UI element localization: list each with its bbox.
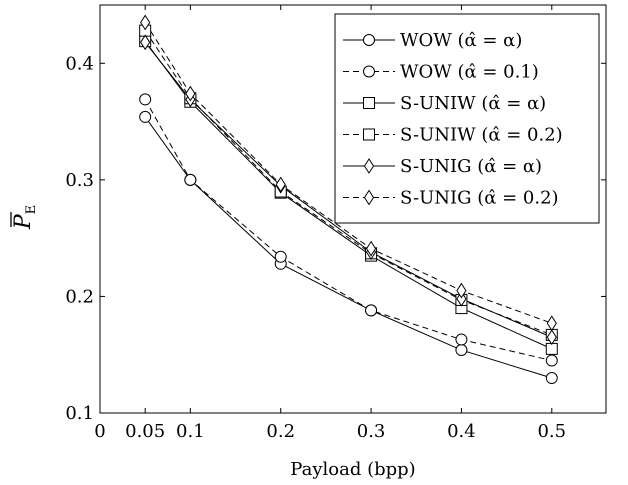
y-tick-label: 0.3 (65, 170, 94, 191)
series-line-4 (144, 30, 552, 336)
data-point-diamond (140, 34, 151, 51)
x-tick-label: 0 (94, 421, 105, 442)
x-axis-label: Payload (bpp) (290, 459, 415, 480)
x-tick-label: 0.3 (357, 421, 386, 442)
data-point-diamond (140, 14, 151, 31)
x-tick-label: 0.1 (176, 421, 205, 442)
data-point-circle (139, 93, 152, 106)
data-point-diamond (546, 315, 557, 332)
data-point-circle (365, 304, 378, 317)
data-point-diamond (275, 176, 286, 193)
data-point-diamond (546, 329, 557, 346)
data-point-diamond (456, 290, 467, 307)
series-line-3 (144, 40, 552, 350)
data-point-diamond (456, 282, 467, 299)
data-point-diamond (365, 240, 377, 257)
data-point-circle (274, 250, 287, 263)
legend-marker-circle (363, 65, 375, 78)
y-axis-label-main: P (11, 213, 36, 230)
legend-marker-diamond (363, 189, 375, 206)
x-tick-label: 0.05 (125, 421, 165, 442)
legend-label: S-UNIG (α̂ = 0.2) (400, 188, 559, 209)
svg-text:PE: PE (11, 205, 39, 230)
y-axis-label-sub: E (24, 205, 39, 215)
legend-marker-square (363, 128, 375, 141)
axes-frame (99, 4, 607, 414)
legend-label: WOW (α̂ = 0.1) (400, 62, 539, 83)
series-lines (144, 22, 552, 379)
series-markers (139, 14, 558, 385)
x-axis-ticks: 0 0.05 0.1 0.2 0.3 0.4 0.5 (94, 5, 566, 442)
y-tick-label: 0.1 (65, 403, 94, 424)
data-point-circle (545, 372, 558, 385)
y-axis-ticks: 0.1 0.2 0.3 0.4 (65, 53, 606, 424)
series-line-5 (144, 41, 552, 338)
legend-label: S-UNIW (α̂ = 0.2) (400, 125, 563, 146)
x-tick-label: 0.4 (447, 421, 476, 442)
y-axis-label: PE (10, 205, 39, 230)
series-line-6 (144, 22, 552, 324)
data-point-circle (455, 344, 468, 357)
data-point-circle (545, 354, 558, 367)
y-tick-label: 0.2 (65, 286, 94, 307)
legend: WOW (α̂ = α) WOW (α̂ = 0.1) S-UNIW (α̂ = α… (334, 13, 600, 224)
series-line-2 (144, 99, 552, 362)
data-point-circle (455, 333, 468, 346)
data-point-circle (184, 173, 197, 186)
y-tick-label: 0.4 (65, 53, 94, 74)
legend-label: S-UNIG (α̂ = α) (400, 156, 542, 177)
legend-marker-square (363, 97, 375, 109)
legend-marker-diamond (363, 158, 375, 174)
data-point-diamond (185, 85, 196, 102)
legend-marker-circle (363, 34, 375, 46)
x-tick-label: 0.2 (266, 421, 295, 442)
legend-box (334, 13, 600, 224)
legend-label: WOW (α̂ = α) (400, 30, 522, 51)
series-line-1 (144, 116, 552, 379)
x-tick-label: 0.5 (537, 421, 566, 442)
legend-label: S-UNIW (α̂ = α) (400, 93, 546, 114)
data-point-circle (139, 110, 152, 123)
